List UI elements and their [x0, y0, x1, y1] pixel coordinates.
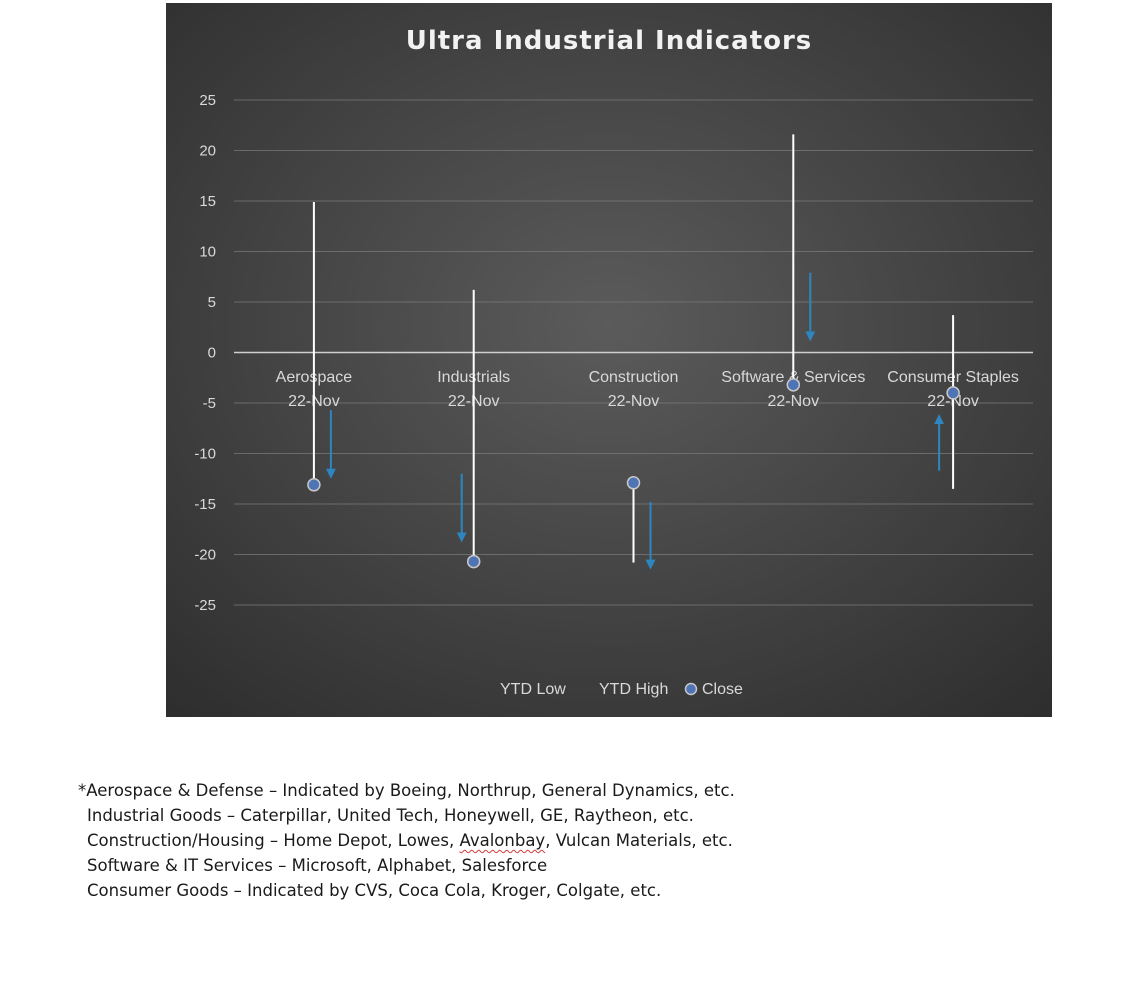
- legend-entry-close: Close: [702, 681, 743, 698]
- y-tick-label: 5: [208, 294, 216, 311]
- legend-entry-ytd-low: YTD Low: [500, 681, 566, 698]
- y-tick-label: 25: [199, 92, 216, 109]
- y-tick-label: -5: [203, 395, 216, 412]
- high-low-lines: [312, 134, 955, 563]
- legend-close-marker: [684, 682, 698, 696]
- stock-chart: Ultra Industrial Indicators 25 20 15 10 5 0 -5…: [166, 3, 1052, 717]
- chart-background: [166, 3, 1052, 717]
- footnote-industrial: Industrial Goods – Caterpillar, United T…: [87, 806, 694, 825]
- footnote-construction-end: , Vulcan Materials, etc.: [545, 831, 733, 850]
- legend: YTD Low YTD High Close: [500, 681, 743, 698]
- y-tick-label: 20: [199, 143, 216, 160]
- y-tick-label: -20: [194, 547, 216, 564]
- trend-arrows: [325, 272, 945, 570]
- chart-panel: Ultra Industrial Indicators 25 20 15 10 5 0 -5…: [166, 3, 1052, 717]
- y-tick-label: 10: [199, 244, 216, 261]
- spellcheck-flagged-word: Avalonbay: [459, 831, 546, 850]
- y-axis-ticks: 25 20 15 10 5 0 -5 -10 -15 -20 -25: [194, 92, 216, 614]
- y-tick-label: 15: [199, 193, 216, 210]
- y-tick-label: -10: [194, 446, 216, 463]
- footnote-aerospace: *Aerospace & Defense – Indicated by Boei…: [78, 781, 735, 800]
- category-date-construction: 22-Nov: [608, 393, 660, 410]
- close-markers: [307, 378, 960, 569]
- footnote-software: Software & IT Services – Microsoft, Alph…: [87, 856, 548, 875]
- category-date-software-and-services: 22-Nov: [768, 393, 820, 410]
- y-tick-label: -25: [194, 597, 216, 614]
- close-marker-construction: [626, 476, 641, 490]
- y-tick-label: -15: [194, 496, 216, 513]
- footnote-construction-start: Construction/Housing – Home Depot, Lowes…: [87, 831, 460, 850]
- close-marker-aerospace: [307, 478, 321, 492]
- footnote-construction: Construction/Housing – Home Depot, Lowes…: [78, 828, 978, 853]
- close-marker-software-and-services: [786, 378, 801, 392]
- y-tick-label: 0: [208, 345, 216, 362]
- category-label-construction: Construction: [589, 369, 679, 386]
- legend-entry-ytd-high: YTD High: [599, 681, 668, 698]
- footnotes: *Aerospace & Defense – Indicated by Boei…: [78, 778, 978, 903]
- close-marker-consumer-staples: [946, 386, 960, 400]
- close-marker-industrials: [466, 554, 481, 569]
- footnote-consumer: Consumer Goods – Indicated by CVS, Coca …: [87, 881, 662, 900]
- chart-title: Ultra Industrial Indicators: [406, 26, 813, 56]
